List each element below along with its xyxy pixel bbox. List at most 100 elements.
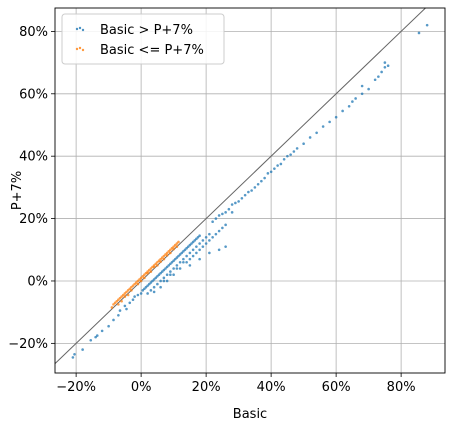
data-point-series-0 — [204, 242, 208, 245]
data-point-series-1 — [130, 289, 133, 292]
legend-items: Basic > P+7% Basic <= P+7% — [75, 23, 204, 58]
data-point-series-1 — [133, 282, 136, 286]
data-point-series-1 — [172, 245, 175, 248]
data-point-series-0 — [167, 264, 171, 267]
data-point-series-0 — [188, 251, 192, 255]
data-point-series-0 — [152, 285, 156, 289]
data-point-series-1 — [139, 279, 143, 283]
data-point-series-0 — [182, 257, 185, 261]
data-point-series-0 — [195, 251, 198, 255]
data-point-series-0 — [128, 301, 132, 305]
data-point-series-0 — [230, 211, 234, 214]
data-point-series-1 — [136, 282, 140, 286]
data-point-series-1 — [126, 293, 130, 297]
data-point-series-1 — [162, 254, 166, 258]
data-point-series-0 — [221, 226, 224, 230]
data-point-series-1 — [112, 303, 115, 306]
data-point-series-0 — [178, 253, 182, 256]
data-point-series-0 — [165, 273, 169, 277]
legend-marker-0 — [81, 28, 85, 32]
data-point-series-0 — [417, 31, 421, 35]
data-point-series-1 — [125, 290, 128, 294]
x-axis-label: Basic — [233, 407, 267, 422]
data-point-series-0 — [263, 176, 266, 180]
data-point-series-0 — [253, 186, 257, 189]
data-point-series-1 — [149, 267, 153, 270]
data-point-series-0 — [156, 282, 159, 286]
data-point-series-0 — [386, 64, 390, 68]
data-point-series-0 — [243, 193, 247, 197]
x-tick-label: 80% — [387, 380, 416, 395]
data-point-series-0 — [162, 276, 166, 280]
data-point-series-1 — [143, 276, 146, 280]
data-point-series-0 — [230, 203, 234, 206]
x-axis-ticks: −20% 0% 20% 40% 60% 80% — [56, 373, 416, 395]
data-point-series-0 — [143, 287, 146, 291]
data-point-series-0 — [237, 200, 240, 203]
data-point-series-0 — [208, 232, 211, 236]
data-point-series-0 — [373, 78, 377, 82]
data-point-series-0 — [260, 179, 263, 183]
data-point-series-0 — [149, 281, 153, 284]
data-point-series-0 — [183, 248, 187, 252]
data-point-series-0 — [100, 329, 104, 333]
data-point-series-0 — [118, 309, 122, 312]
data-point-series-1 — [162, 257, 166, 261]
data-point-series-1 — [177, 240, 180, 244]
data-point-series-0 — [214, 217, 218, 220]
data-point-series-0 — [178, 267, 182, 270]
data-point-series-1 — [160, 256, 164, 259]
data-point-series-1 — [147, 268, 151, 272]
y-tick-label: −20% — [8, 337, 48, 352]
data-point-series-0 — [334, 115, 338, 119]
x-tick-label: 20% — [192, 380, 221, 395]
data-point-series-0 — [95, 334, 99, 337]
y-tick-label: 40% — [19, 150, 48, 165]
data-point-series-0 — [383, 65, 387, 69]
data-point-series-0 — [117, 313, 120, 317]
data-point-series-1 — [131, 284, 135, 287]
data-point-series-1 — [123, 295, 127, 298]
data-point-series-0 — [149, 289, 153, 292]
data-point-series-0 — [289, 153, 292, 156]
data-point-series-0 — [146, 284, 149, 287]
data-point-series-0 — [164, 267, 167, 270]
x-tick-label: 0% — [131, 380, 152, 395]
data-point-series-0 — [131, 298, 135, 301]
data-point-series-0 — [282, 158, 286, 161]
data-point-series-0 — [347, 104, 351, 108]
y-tick-label: 20% — [19, 212, 48, 227]
x-tick-label: 40% — [257, 380, 286, 395]
data-point-series-0 — [211, 235, 214, 239]
data-point-series-0 — [178, 260, 182, 264]
data-point-series-0 — [123, 304, 127, 308]
data-point-series-0 — [211, 220, 214, 223]
legend-label-1: Basic <= P+7% — [100, 43, 204, 58]
data-point-series-0 — [227, 207, 231, 211]
data-point-series-1 — [138, 278, 141, 281]
data-point-series-0 — [173, 257, 177, 261]
data-point-series-0 — [341, 109, 344, 113]
data-point-series-1 — [136, 279, 140, 283]
data-point-series-1 — [159, 257, 162, 261]
data-point-series-1 — [154, 262, 158, 266]
data-point-series-0 — [73, 352, 76, 356]
y-tick-label: 80% — [19, 25, 48, 40]
data-point-series-0 — [188, 257, 192, 261]
data-point-series-0 — [159, 285, 162, 289]
data-point-series-0 — [162, 268, 166, 272]
data-point-series-1 — [173, 243, 177, 247]
data-point-series-0 — [107, 324, 110, 328]
legend-marker-1 — [78, 46, 82, 50]
x-tick-label: −20% — [56, 380, 96, 395]
data-point-series-0 — [193, 239, 197, 242]
data-point-series-0 — [360, 92, 364, 96]
data-point-series-0 — [191, 254, 195, 258]
data-points — [71, 23, 429, 359]
data-point-series-0 — [191, 248, 195, 252]
data-point-series-0 — [198, 242, 201, 245]
data-point-series-0 — [139, 292, 143, 295]
data-point-series-0 — [169, 262, 172, 266]
data-point-series-0 — [201, 239, 205, 242]
